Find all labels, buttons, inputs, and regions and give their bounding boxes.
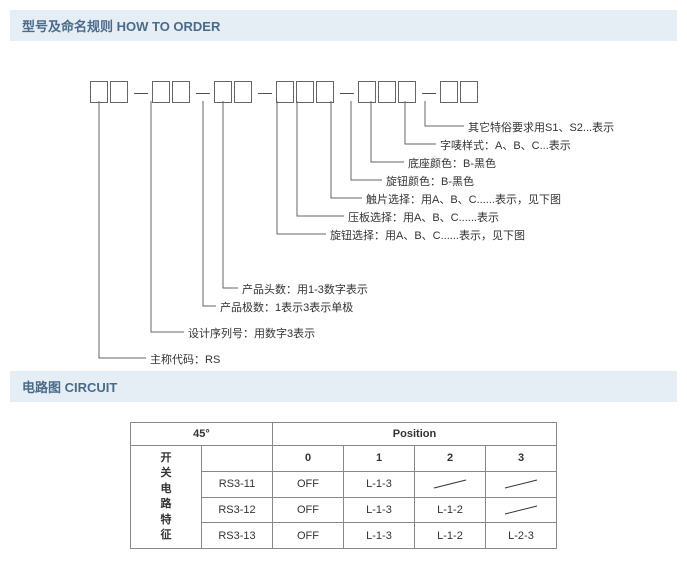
row-name: RS3-11: [202, 471, 273, 497]
row-group-label: 开关电路特征: [131, 446, 202, 549]
cell-value: L-2-3: [486, 523, 557, 549]
cell-value: OFF: [273, 471, 344, 497]
order-label: 旋钮选择：用A、B、C......表示，见下图: [330, 227, 525, 243]
order-dash: —: [340, 84, 354, 100]
cell-bridge: [486, 471, 557, 497]
bridge-icon: [501, 504, 541, 516]
bridge-icon: [430, 478, 470, 490]
order-box: [296, 81, 314, 103]
circuit-table: 45°Position 开关电路特征 0123 RS3-11OFFL-1-3 RS3-1…: [130, 422, 557, 549]
order-dash: —: [134, 84, 148, 100]
section-circuit-header: 电路图 CIRCUIT: [10, 371, 677, 402]
row-name: RS3-13: [202, 523, 273, 549]
cell-value: L-1-2: [415, 523, 486, 549]
circuit-table-wrap: 45°Position 开关电路特征 0123 RS3-11OFFL-1-3 RS3-1…: [10, 422, 677, 549]
position-col: 3: [486, 446, 557, 472]
cell-value: L-1-2: [415, 497, 486, 523]
order-label: 触片选择：用A、B、C......表示，见下图: [366, 191, 561, 207]
order-label: 其它特俗要求用S1、S2...表示: [468, 119, 614, 135]
order-label: 字唛样式：A、B、C...表示: [440, 137, 571, 153]
order-label: 旋钮颜色：B-黑色: [386, 173, 474, 189]
order-box: [440, 81, 458, 103]
cell-value: L-1-3: [344, 497, 415, 523]
order-box: [316, 81, 334, 103]
cell-bridge: [415, 471, 486, 497]
position-col: 0: [273, 446, 344, 472]
row-name: RS3-12: [202, 497, 273, 523]
position-col: 2: [415, 446, 486, 472]
order-dash: —: [422, 84, 436, 100]
cell-value: L-1-3: [344, 523, 415, 549]
order-box: [358, 81, 376, 103]
blank-header: [202, 446, 273, 472]
cell-value: OFF: [273, 497, 344, 523]
position-header: Position: [273, 423, 557, 446]
section-how-to-order-header: 型号及命名规则 HOW TO ORDER: [10, 10, 677, 41]
order-label: 产品头数：用1-3数字表示: [242, 281, 368, 297]
order-diagram: — — — — — 其它特俗要求用S1、S2...表示字唛样式：A、B、C...表示底座…: [10, 61, 677, 371]
bridge-icon: [501, 478, 541, 490]
angle-header: 45°: [131, 423, 273, 446]
order-box: [110, 81, 128, 103]
order-label: 主称代码：RS: [150, 351, 220, 367]
order-box: [460, 81, 478, 103]
order-label: 底座颜色：B-黑色: [408, 155, 496, 171]
order-box: [398, 81, 416, 103]
cell-value: OFF: [273, 523, 344, 549]
order-box: [214, 81, 232, 103]
order-dash: —: [196, 84, 210, 100]
order-dash: —: [258, 84, 272, 100]
order-label: 压板选择：用A、B、C......表示: [348, 209, 499, 225]
cell-bridge: [486, 497, 557, 523]
order-label: 产品极数：1表示3表示单极: [220, 299, 353, 315]
order-box: [152, 81, 170, 103]
order-box: [172, 81, 190, 103]
order-box: [378, 81, 396, 103]
position-col: 1: [344, 446, 415, 472]
order-label: 设计序列号：用数字3表示: [188, 325, 315, 341]
order-box: [276, 81, 294, 103]
cell-value: L-1-3: [344, 471, 415, 497]
order-box: [234, 81, 252, 103]
order-box: [90, 81, 108, 103]
order-box-row: — — — — —: [90, 81, 480, 103]
